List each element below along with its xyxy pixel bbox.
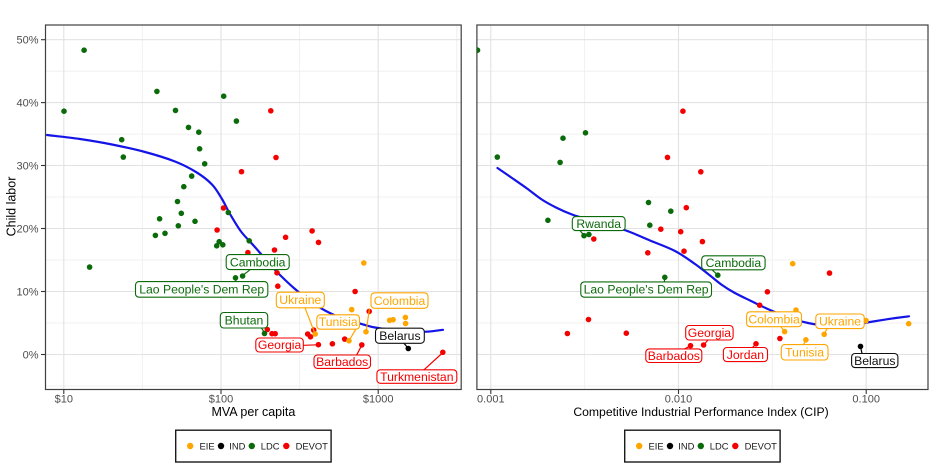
svg-text:IND: IND [678,441,694,452]
svg-text:Ukraine: Ukraine [279,293,321,307]
svg-text:Georgia: Georgia [688,326,732,340]
svg-text:Cambodia: Cambodia [706,256,762,270]
svg-text:0.010: 0.010 [665,393,693,405]
svg-text:DEVOT: DEVOT [745,441,778,452]
svg-text:Rwanda: Rwanda [576,217,621,231]
svg-text:Cambodia: Cambodia [230,255,286,269]
svg-text:$100: $100 [209,393,233,405]
svg-text:40%: 40% [16,98,38,110]
svg-text:Turkmenistan: Turkmenistan [380,370,453,384]
svg-text:Colombia: Colombia [374,294,426,308]
svg-text:Tunisia: Tunisia [785,346,824,360]
svg-text:$10: $10 [55,393,73,405]
svg-text:0.100: 0.100 [852,393,880,405]
svg-text:Georgia: Georgia [258,338,302,352]
svg-text:Lao People's Dem Rep: Lao People's Dem Rep [584,283,709,297]
svg-text:Tunisia: Tunisia [319,315,358,329]
svg-text:IND: IND [229,441,245,452]
svg-text:Belarus: Belarus [854,354,895,368]
svg-text:MVA per capita: MVA per capita [211,405,295,419]
svg-text:10%: 10% [16,286,38,298]
svg-text:20%: 20% [16,223,38,235]
svg-text:EIE: EIE [200,441,215,452]
svg-text:LDC: LDC [710,441,729,452]
svg-text:30%: 30% [16,160,38,172]
svg-text:0%: 0% [23,349,39,361]
svg-text:$1000: $1000 [363,393,394,405]
svg-text:Barbados: Barbados [316,355,368,369]
svg-text:Colombia: Colombia [748,312,800,326]
svg-text:50%: 50% [16,35,38,47]
svg-text:Ukraine: Ukraine [819,315,861,329]
svg-text:DEVOT: DEVOT [296,441,329,452]
svg-text:Lao People's Dem Rep: Lao People's Dem Rep [139,283,264,297]
svg-text:EIE: EIE [649,441,664,452]
svg-text:Jordan: Jordan [727,348,764,362]
svg-text:0.001: 0.001 [477,393,505,405]
svg-text:Child labor: Child labor [5,177,19,237]
svg-text:Barbados: Barbados [648,349,700,363]
svg-text:Bhutan: Bhutan [225,314,264,328]
svg-text:Belarus: Belarus [379,329,420,343]
svg-text:Competitive Industrial Perform: Competitive Industrial Performance Index… [573,405,828,419]
svg-text:LDC: LDC [261,441,280,452]
